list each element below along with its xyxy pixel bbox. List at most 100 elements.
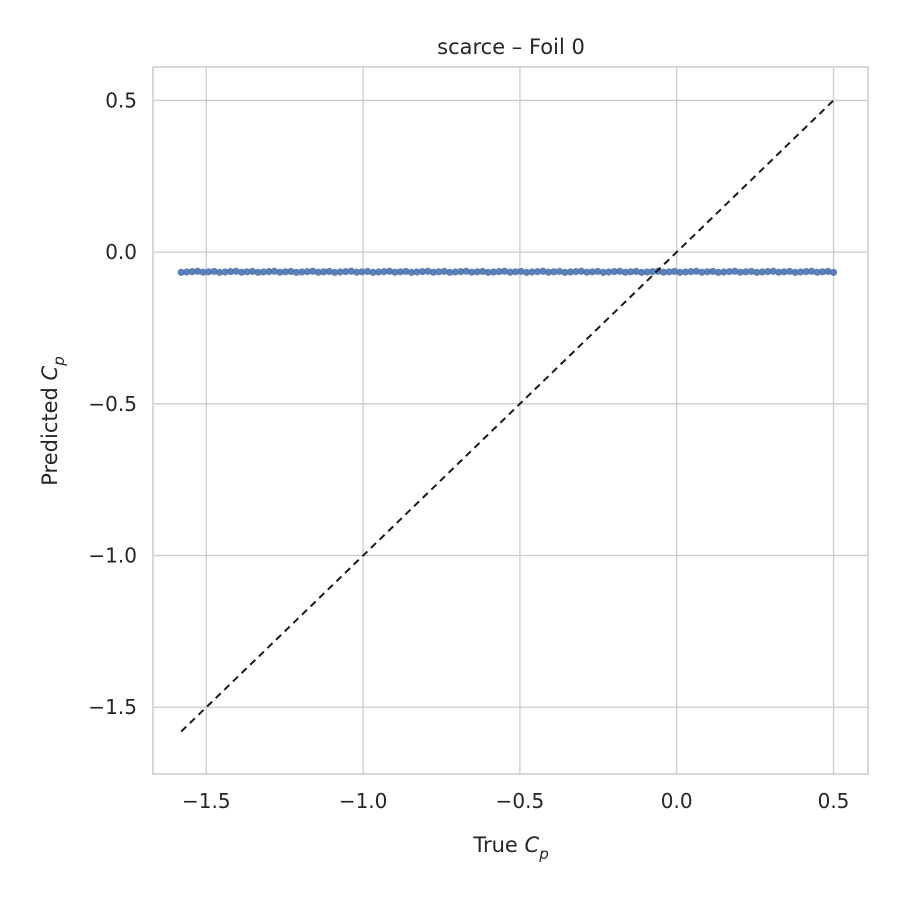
data-point — [391, 268, 399, 276]
chart-title: scarce – Foil 0 — [437, 35, 585, 59]
data-point — [462, 267, 470, 275]
x-tick-label: −0.5 — [496, 789, 545, 813]
data-point — [298, 268, 306, 276]
x-axis-label-subscript: p — [538, 845, 549, 863]
x-tick-label: 0.5 — [818, 789, 850, 813]
data-point — [588, 268, 596, 276]
x-tick-label: −1.0 — [339, 789, 388, 813]
data-point — [309, 267, 317, 275]
data-point — [632, 267, 640, 276]
data-point — [681, 268, 690, 276]
y-axis-label-prefix: Predicted — [38, 380, 62, 485]
data-point — [468, 268, 476, 276]
data-point — [687, 268, 695, 276]
data-point — [583, 268, 591, 276]
data-point — [374, 268, 383, 276]
data-point — [670, 267, 679, 276]
data-point — [533, 268, 542, 276]
reference-line-layer — [180, 99, 835, 733]
data-point — [676, 268, 684, 276]
data-point — [473, 268, 481, 276]
data-point — [281, 268, 289, 276]
data-point — [183, 268, 191, 276]
data-point — [643, 268, 651, 276]
data-point — [429, 268, 437, 276]
data-point — [550, 268, 558, 276]
data-point — [369, 268, 377, 276]
data-point — [446, 268, 454, 276]
data-point — [353, 268, 361, 276]
data-point — [342, 268, 350, 276]
data-point — [807, 267, 816, 275]
data-point — [451, 268, 459, 276]
data-point — [237, 268, 246, 276]
data-point — [270, 267, 279, 275]
y-tick-label: 0.5 — [105, 88, 137, 112]
y-tick-label: −1.0 — [88, 544, 137, 568]
data-point — [248, 267, 257, 276]
data-point — [829, 268, 838, 276]
y-tick-label: −1.5 — [88, 695, 137, 719]
data-point — [544, 268, 553, 276]
data-point — [698, 268, 706, 276]
data-point — [731, 267, 739, 275]
data-point — [797, 268, 805, 276]
data-point — [517, 267, 525, 276]
data-point — [287, 267, 295, 276]
data-point — [457, 268, 465, 276]
data-point — [577, 267, 585, 275]
data-point — [336, 268, 344, 276]
data-point — [215, 268, 224, 276]
data-point — [616, 267, 624, 275]
data-point — [791, 268, 799, 276]
data-point — [572, 268, 580, 276]
data-point — [490, 268, 498, 276]
data-point — [649, 268, 657, 276]
data-point — [725, 268, 733, 276]
data-point — [659, 268, 668, 276]
data-point — [709, 267, 717, 276]
plot-frame — [152, 66, 869, 775]
data-point — [413, 268, 421, 276]
tick-labels: −1.5 −1.0 −0.5 0.0 0.5 −1.5 −1.0 −0.5 0.0 0.5 — [88, 88, 849, 813]
x-tick-label: 0.0 — [661, 789, 693, 813]
data-point — [210, 267, 218, 276]
data-point — [232, 267, 240, 275]
data-point — [177, 268, 185, 276]
data-point — [292, 268, 300, 276]
x-tick-label: −1.5 — [182, 789, 231, 813]
data-point — [665, 268, 673, 276]
data-point — [435, 268, 443, 276]
data-point — [506, 268, 514, 276]
data-point — [205, 268, 213, 276]
data-point — [320, 268, 328, 276]
data-point — [539, 267, 547, 275]
data-point — [736, 268, 744, 276]
identity-reference-line — [180, 99, 835, 733]
data-point — [484, 268, 492, 276]
y-axis-label-symbol: C — [38, 365, 62, 380]
data-point — [363, 267, 372, 276]
x-axis-label-symbol: C — [525, 833, 540, 857]
data-point — [440, 267, 448, 276]
data-point — [742, 268, 750, 276]
data-point — [775, 268, 783, 276]
data-point — [396, 268, 405, 276]
data-point — [418, 268, 427, 276]
data-point — [802, 268, 810, 276]
data-point — [331, 268, 339, 276]
data-point — [720, 268, 728, 276]
data-point — [358, 268, 366, 276]
data-point — [594, 267, 602, 276]
data-point — [199, 268, 207, 276]
y-axis-label-subscript: p — [50, 356, 68, 367]
data-point — [747, 267, 755, 276]
data-point — [824, 267, 832, 276]
data-point — [226, 268, 235, 276]
data-point — [501, 267, 509, 275]
data-point — [221, 268, 229, 276]
data-point — [254, 268, 262, 276]
y-axis-label: Predicted Cp — [38, 356, 68, 485]
data-point — [638, 268, 646, 276]
